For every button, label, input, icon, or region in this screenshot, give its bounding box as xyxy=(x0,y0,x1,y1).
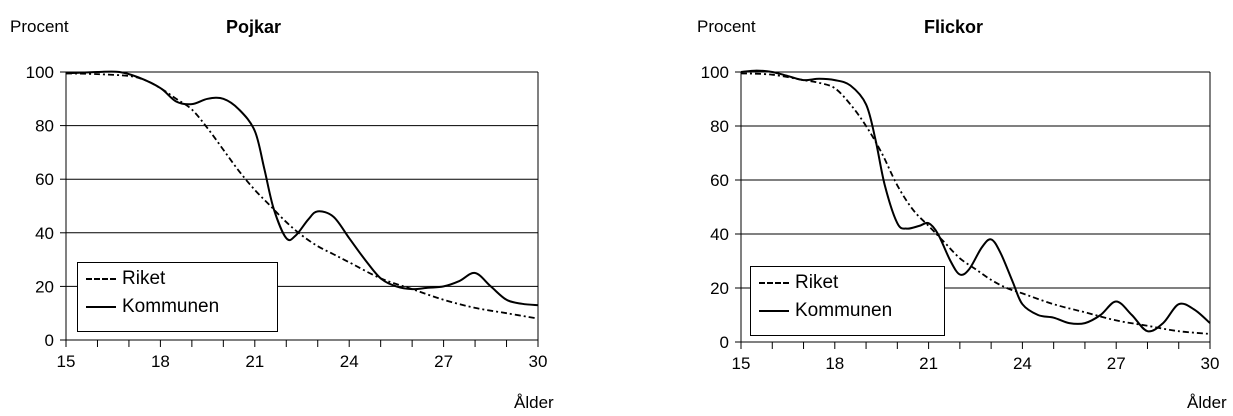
x-tick-label: 27 xyxy=(434,352,453,371)
x-tick-label: 30 xyxy=(529,352,548,371)
legend-label: Kommunen xyxy=(122,296,220,317)
legend-label: Riket xyxy=(795,272,839,293)
legend-item-riket: Riket xyxy=(759,271,838,295)
x-tick-label: 18 xyxy=(825,354,844,373)
legend: Riket Kommunen xyxy=(77,262,278,332)
x-axis-label: Ålder xyxy=(1187,393,1227,412)
legend-item-riket: Riket xyxy=(86,267,165,291)
chart-title: Flickor xyxy=(924,17,984,37)
x-tick-label: 21 xyxy=(919,354,938,373)
legend-item-kommunen: Kommunen xyxy=(759,299,892,323)
y-tick-label: 0 xyxy=(45,331,54,350)
legend-swatch-dashed xyxy=(86,278,116,280)
legend-swatch-solid xyxy=(86,306,116,308)
legend-item-kommunen: Kommunen xyxy=(86,295,219,319)
y-tick-label: 80 xyxy=(710,117,729,136)
series-line-kommunen xyxy=(65,70,539,307)
y-tick-label: 40 xyxy=(710,225,729,244)
series-line-kommunen xyxy=(740,69,1211,333)
x-tick-label: 24 xyxy=(1013,354,1032,373)
y-tick-label: 60 xyxy=(710,171,729,190)
series-line-riket xyxy=(740,72,1211,335)
series-line-riket xyxy=(65,72,539,320)
x-axis-label: Ålder xyxy=(514,393,554,412)
legend-label: Riket xyxy=(122,268,166,289)
plot-area: 0 20 40 60 80 100 15 18 21 24 27 30 xyxy=(701,63,1220,373)
legend-swatch-dashed xyxy=(759,282,789,284)
y-tick-label: 80 xyxy=(35,117,54,136)
plot-area: 0 20 40 60 80 100 15 18 21 24 27 30 xyxy=(26,63,548,371)
y-tick-label: 40 xyxy=(35,224,54,243)
chart-pojkar: Procent Pojkar Ålder 0 20 40 60 80 100 15 18 21 2… xyxy=(0,0,560,416)
chart-flickor: Procent Flickor Ålder 0 20 40 60 80 100 15 18 21… xyxy=(675,0,1233,416)
x-tick-label: 21 xyxy=(245,352,264,371)
y-axis-label: Procent xyxy=(697,17,756,36)
y-tick-label: 100 xyxy=(26,63,54,82)
y-tick-label: 60 xyxy=(35,170,54,189)
y-tick-label: 20 xyxy=(710,279,729,298)
y-tick-label: 0 xyxy=(720,333,729,352)
x-tick-label: 27 xyxy=(1107,354,1126,373)
legend-label: Kommunen xyxy=(795,300,893,321)
y-tick-label: 20 xyxy=(35,277,54,296)
x-tick-label: 15 xyxy=(732,354,751,373)
legend: Riket Kommunen xyxy=(750,266,945,336)
y-axis-label: Procent xyxy=(10,17,69,36)
y-tick-label: 100 xyxy=(701,63,729,82)
x-tick-label: 15 xyxy=(57,352,76,371)
legend-swatch-solid xyxy=(759,310,789,312)
x-tick-label: 18 xyxy=(151,352,170,371)
chart-title: Pojkar xyxy=(226,17,282,37)
x-tick-label: 30 xyxy=(1201,354,1220,373)
x-tick-label: 24 xyxy=(340,352,359,371)
